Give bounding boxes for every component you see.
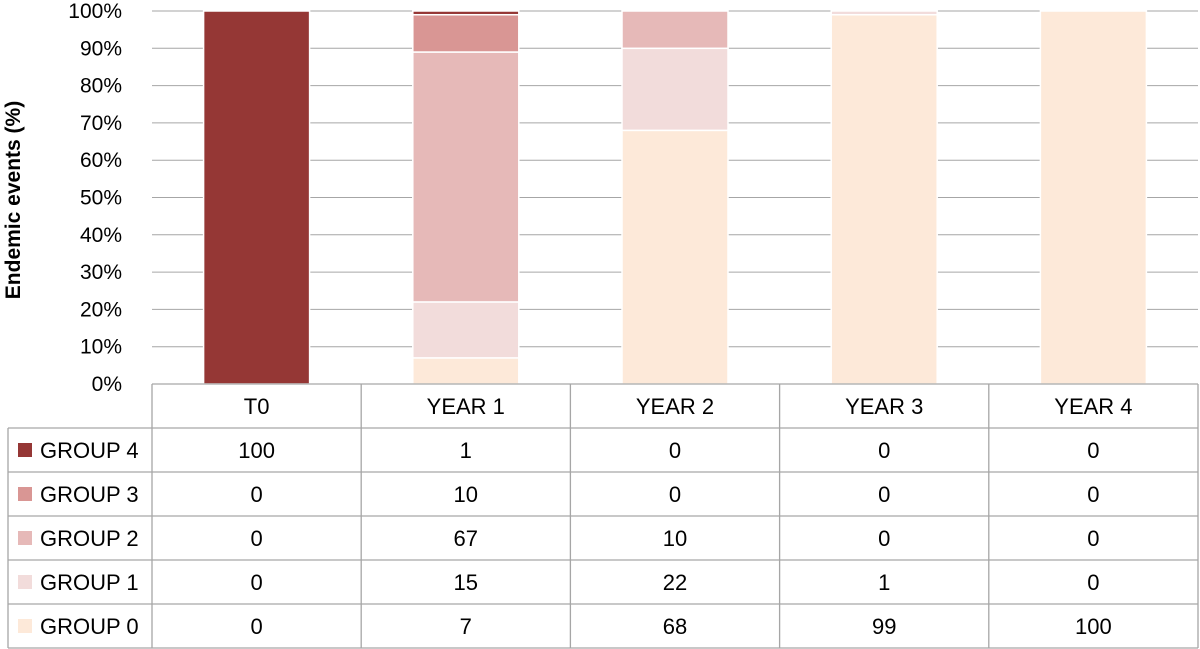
legend-swatch [18, 443, 32, 457]
y-tick-label: 70% [80, 112, 122, 135]
table-value: 1 [878, 570, 890, 595]
legend-swatch [18, 531, 32, 545]
bar-segment [621, 10, 729, 50]
y-tick-label: 80% [80, 75, 122, 98]
table-value: 10 [663, 526, 687, 551]
y-tick-label: 90% [80, 37, 122, 60]
bar-segment [1039, 10, 1148, 385]
table-value: 0 [250, 482, 262, 507]
table-value: 99 [872, 614, 896, 639]
y-axis-ticks: 0% 10% 20% 30% 40% 50% 60% 70% 80% 90% 100% [68, 0, 122, 396]
bar-segment [412, 51, 520, 303]
table-value: 68 [663, 614, 687, 639]
table-value: 0 [250, 526, 262, 551]
table-value: 0 [669, 482, 681, 507]
legend-label: GROUP 3 [40, 482, 139, 507]
y-tick-label: 40% [80, 224, 122, 247]
table-value: 0 [669, 438, 681, 463]
table-value: 0 [878, 526, 890, 551]
bar-segment [621, 129, 729, 385]
table-value: 1 [460, 438, 472, 463]
x-tick-label: YEAR 3 [845, 394, 923, 419]
x-tick-label: YEAR 2 [636, 394, 714, 419]
legend-swatch [18, 575, 32, 589]
y-tick-label: 10% [80, 336, 122, 359]
table-value: 0 [1087, 570, 1099, 595]
table-value: 0 [250, 570, 262, 595]
bars [202, 10, 1148, 385]
bar-segment [412, 10, 520, 16]
y-tick-label: 30% [80, 261, 122, 284]
legend-label: GROUP 4 [40, 438, 139, 463]
bar-segment [830, 13, 938, 385]
bar-segment [412, 357, 520, 385]
table-value: 15 [454, 570, 478, 595]
y-tick-label: 60% [80, 149, 122, 172]
table-value: 100 [1075, 614, 1112, 639]
legend-label: GROUP 1 [40, 570, 139, 595]
table-value: 0 [1087, 482, 1099, 507]
y-tick-label: 50% [80, 187, 122, 210]
x-tick-label: YEAR 4 [1054, 394, 1132, 419]
table-value: 0 [1087, 526, 1099, 551]
bar-segment [412, 13, 520, 53]
table-value: 0 [878, 438, 890, 463]
legend-label: GROUP 2 [40, 526, 139, 551]
table-value: 22 [663, 570, 687, 595]
table-value: 100 [238, 438, 275, 463]
table-value: 7 [460, 614, 472, 639]
y-tick-label: 100% [68, 0, 122, 23]
x-tick-label: YEAR 1 [427, 394, 505, 419]
legend-label: GROUP 0 [40, 614, 139, 639]
table-value: 10 [454, 482, 478, 507]
bar-segment [621, 47, 729, 132]
y-axis-label: Endemic events (%) [2, 101, 25, 299]
table-value: 0 [1087, 438, 1099, 463]
table-value: 0 [250, 614, 262, 639]
legend-swatch [18, 487, 32, 501]
table-value: 67 [454, 526, 478, 551]
y-tick-label: 0% [92, 373, 122, 396]
x-tick-label: T0 [244, 394, 270, 419]
bar-segment [202, 10, 311, 385]
bar-segment [830, 10, 938, 16]
y-tick-label: 20% [80, 298, 122, 321]
bar-segment [412, 301, 520, 359]
legend-swatch [18, 619, 32, 633]
table-value: 0 [878, 482, 890, 507]
